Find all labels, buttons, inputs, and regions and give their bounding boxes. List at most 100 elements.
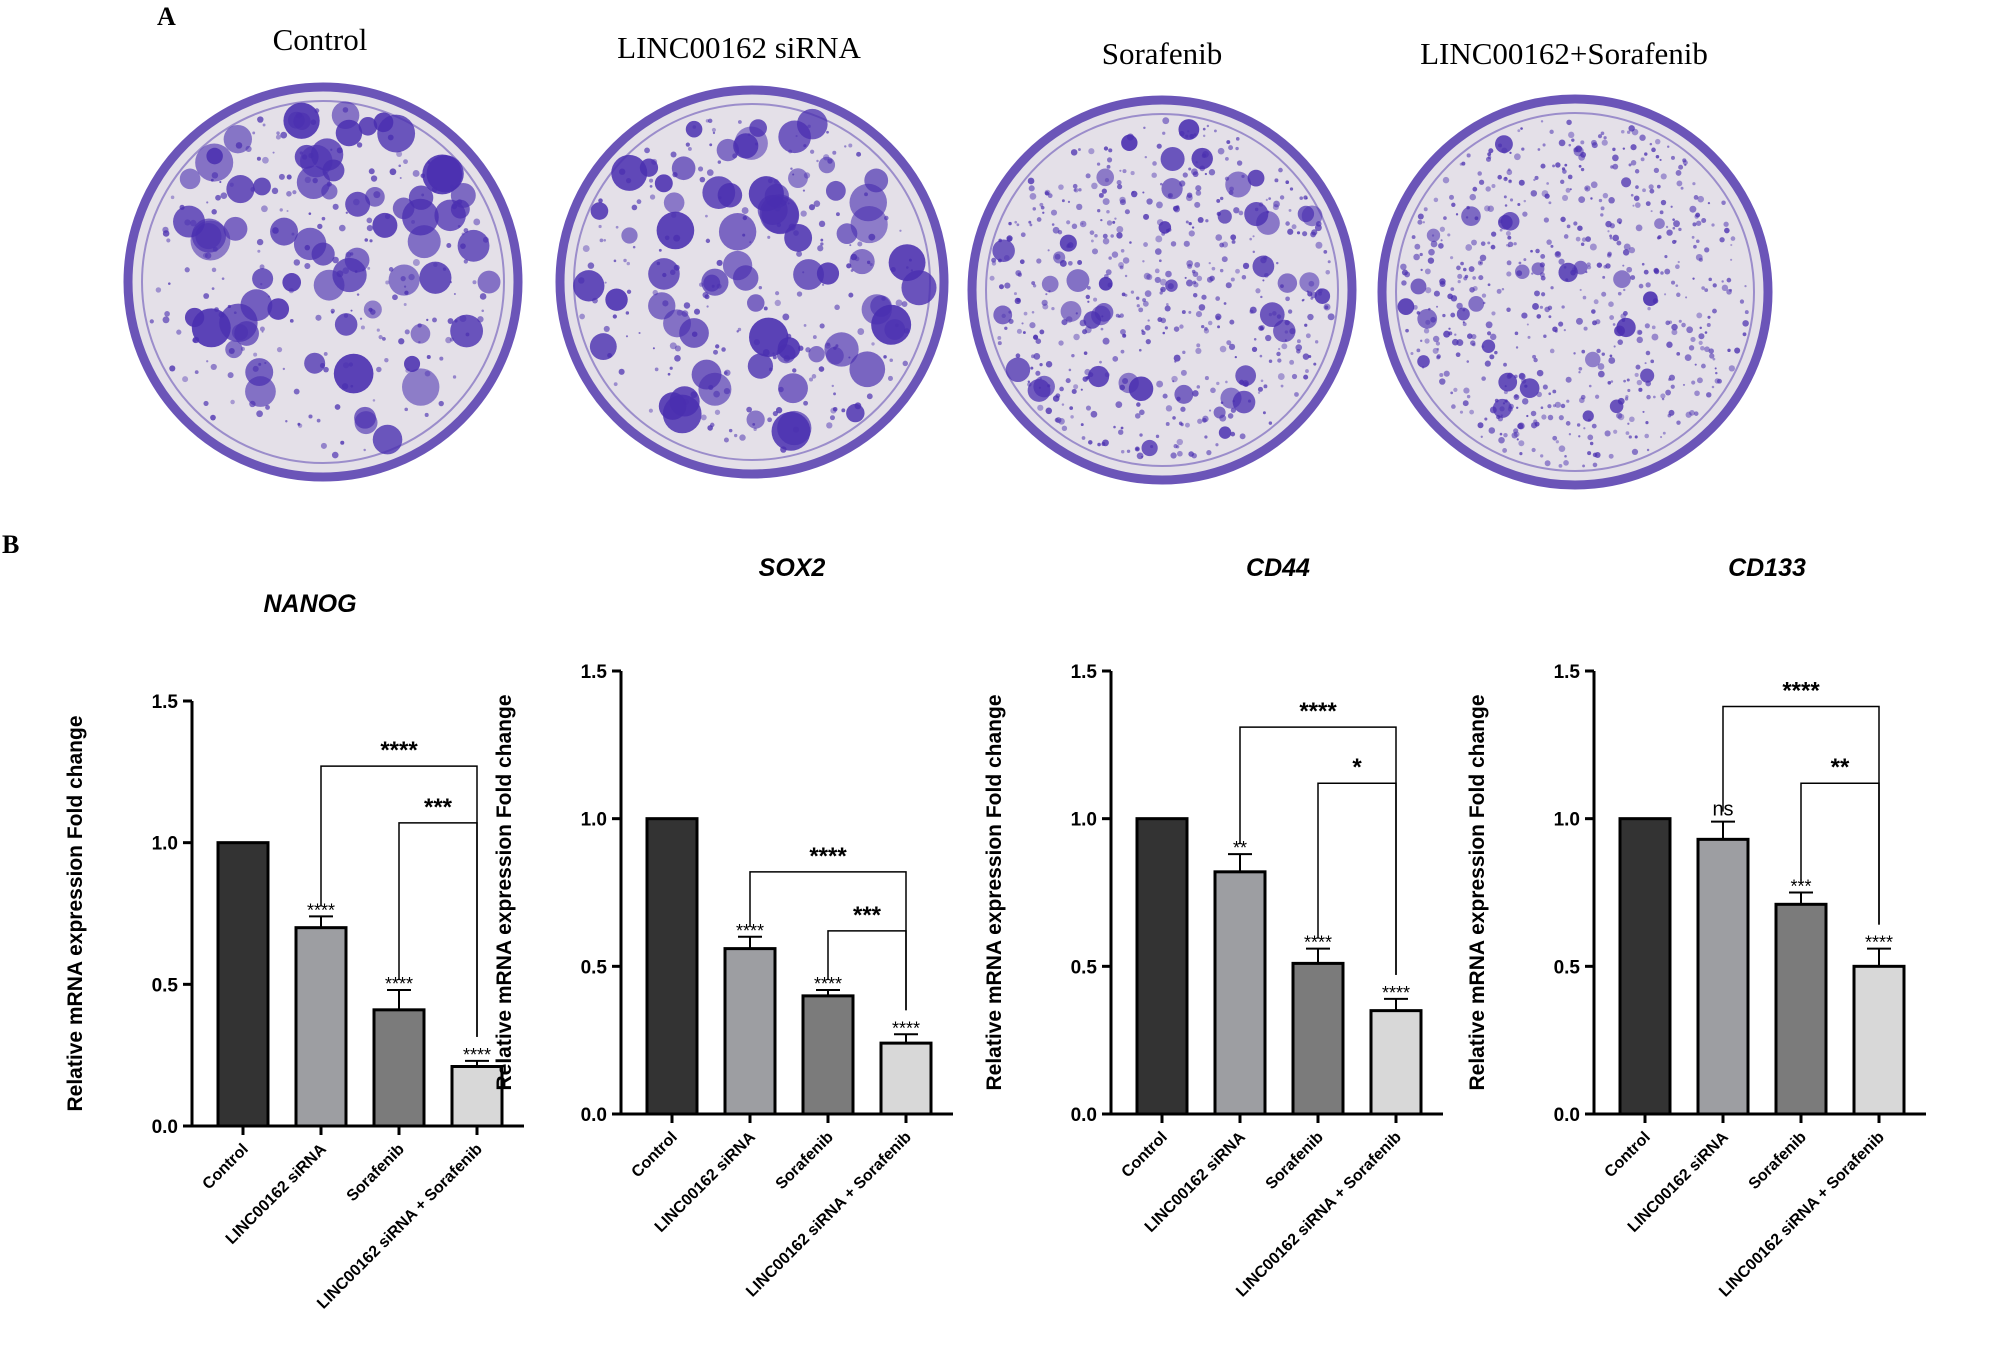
colony-speck xyxy=(1135,296,1140,300)
colony-speck xyxy=(1061,319,1068,326)
colony-speck xyxy=(405,368,410,373)
colony-speck xyxy=(1447,233,1451,237)
colony-speck xyxy=(1484,360,1491,367)
colony-speck xyxy=(812,335,817,339)
colony-speck xyxy=(1466,153,1471,158)
colony-speck xyxy=(1692,182,1696,186)
colony-speck xyxy=(1602,192,1609,199)
colony-speck xyxy=(1706,392,1712,398)
colony-speck xyxy=(1540,454,1544,458)
colony-speck xyxy=(1461,161,1466,166)
colony-speck xyxy=(297,422,301,426)
colony-speck xyxy=(1115,401,1123,408)
colony-speck xyxy=(1039,363,1043,367)
colony-speck xyxy=(1563,265,1567,269)
bar xyxy=(1369,1009,1423,1116)
colony-speck xyxy=(1124,209,1130,215)
colony-speck xyxy=(1739,299,1745,304)
colony xyxy=(1498,215,1513,230)
colony-speck xyxy=(433,262,438,267)
colony-speck xyxy=(1563,328,1566,332)
colony-speck xyxy=(362,269,365,272)
colony-speck xyxy=(603,239,607,242)
colony-speck xyxy=(1208,261,1211,265)
colony-speck xyxy=(218,311,225,318)
colony-speck xyxy=(1591,423,1597,429)
colony xyxy=(1492,398,1512,418)
colony-speck xyxy=(706,305,709,308)
bar xyxy=(216,841,270,1128)
colony-speck xyxy=(818,366,825,372)
colony-speck xyxy=(1479,254,1487,262)
colony-speck xyxy=(705,119,710,123)
colony-speck xyxy=(846,263,852,269)
colony-speck xyxy=(1565,376,1572,383)
colony-speck xyxy=(1027,177,1035,185)
colony-speck xyxy=(424,370,431,377)
colony-speck xyxy=(1502,402,1506,405)
colony-speck xyxy=(1494,350,1498,355)
colony-speck xyxy=(1327,260,1331,264)
colony-speck xyxy=(1724,227,1730,234)
colony-speck xyxy=(1570,269,1576,276)
colony-speck xyxy=(219,180,222,184)
colony-speck xyxy=(418,340,421,344)
colony-speck xyxy=(1534,175,1539,180)
colony-speck xyxy=(1260,379,1264,383)
colony-speck xyxy=(774,299,781,307)
colony-speck xyxy=(1612,323,1616,326)
colony-speck xyxy=(1668,374,1675,381)
colony-speck xyxy=(1203,328,1210,334)
colony-speck xyxy=(168,282,171,285)
colony-speck xyxy=(1638,387,1643,392)
colony-speck xyxy=(1542,143,1546,147)
colony-speck xyxy=(1613,345,1616,348)
colony-speck xyxy=(1214,129,1217,133)
colony-plate-4 xyxy=(1377,94,1773,490)
colony-speck xyxy=(1634,169,1640,174)
colony-speck xyxy=(1028,220,1032,224)
colony-speck xyxy=(1188,310,1192,314)
colony xyxy=(1066,269,1090,293)
colony-speck xyxy=(1486,331,1492,336)
colony-speck xyxy=(1085,173,1091,179)
colony-speck xyxy=(1421,366,1425,369)
colony-speck xyxy=(803,324,807,327)
colony-speck xyxy=(1558,321,1564,327)
colony-speck xyxy=(1645,350,1651,356)
colony-speck xyxy=(1001,313,1006,319)
colony-speck xyxy=(1196,385,1201,389)
colony-speck xyxy=(1612,234,1620,242)
colony-speck xyxy=(1159,291,1163,295)
colony-speck xyxy=(835,212,840,217)
colony-speck xyxy=(459,315,467,323)
colony xyxy=(311,242,335,266)
colony-speck xyxy=(1596,262,1603,268)
colony-speck xyxy=(792,368,797,373)
colony xyxy=(590,202,609,220)
colony-speck xyxy=(1457,273,1463,279)
colony-speck xyxy=(783,355,791,362)
colony-speck xyxy=(1006,235,1013,242)
colony xyxy=(992,239,1015,262)
colony-speck xyxy=(1636,329,1643,335)
colony-speck xyxy=(373,191,381,199)
colony-speck xyxy=(1416,311,1421,315)
colony-speck xyxy=(1675,284,1679,288)
colony-speck xyxy=(1130,290,1135,294)
colony-speck xyxy=(1230,407,1237,413)
colony-speck xyxy=(1587,451,1592,456)
colony-speck xyxy=(1499,432,1503,436)
colony-speck xyxy=(1497,174,1503,180)
colony-speck xyxy=(1249,306,1257,314)
colony-speck xyxy=(1186,279,1194,287)
colony-speck xyxy=(345,251,352,258)
colony-speck xyxy=(1659,210,1664,215)
colony-speck xyxy=(1019,259,1025,265)
colony-speck xyxy=(848,356,851,359)
colony-speck xyxy=(1695,253,1703,261)
colony-speck xyxy=(1698,340,1703,345)
colony-speck xyxy=(1645,201,1651,207)
colony-speck xyxy=(1598,198,1603,203)
colony-speck xyxy=(1162,131,1166,135)
